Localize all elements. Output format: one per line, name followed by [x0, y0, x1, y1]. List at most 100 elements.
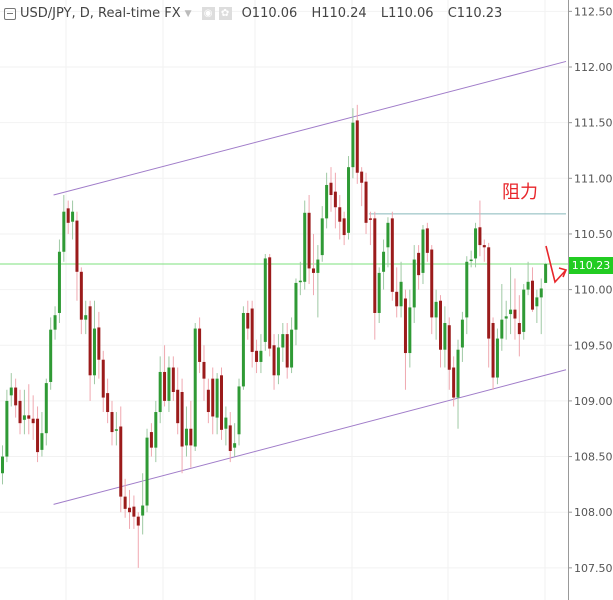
candle-body	[198, 328, 202, 362]
candle	[149, 423, 153, 457]
candle-body	[132, 506, 136, 517]
candle	[294, 278, 298, 346]
candle-body	[233, 443, 237, 448]
candle	[246, 300, 250, 340]
candle-body	[246, 312, 250, 329]
candle-body	[390, 218, 394, 292]
candle-body	[290, 329, 294, 368]
candle	[224, 406, 228, 446]
candle	[495, 328, 499, 385]
candle	[333, 172, 337, 229]
candle-body	[128, 507, 132, 513]
candle	[373, 211, 377, 340]
candle-body	[193, 328, 197, 447]
candle	[119, 406, 123, 513]
candle-body	[452, 367, 456, 398]
channel-upper-line	[53, 60, 567, 196]
candle-body	[1, 456, 4, 474]
candle-body	[110, 412, 114, 433]
candle-body	[114, 429, 118, 431]
candle	[5, 389, 9, 463]
candle	[141, 473, 145, 535]
candle-body	[443, 322, 447, 350]
candle	[509, 267, 513, 335]
candle	[281, 322, 285, 362]
candle-body	[14, 387, 18, 406]
candle	[403, 289, 407, 390]
candle-body	[75, 220, 79, 272]
candle	[355, 104, 359, 184]
candle-body	[535, 297, 539, 307]
candle	[250, 300, 254, 368]
candle-body	[474, 228, 478, 259]
close-value: C110.23	[447, 6, 503, 21]
candle	[377, 267, 381, 323]
last-price-label: 110.23	[569, 257, 613, 274]
candle-body	[184, 428, 188, 446]
candle	[79, 267, 83, 335]
candle-body	[154, 412, 158, 448]
candle	[88, 300, 92, 401]
candle	[320, 206, 324, 262]
candle	[237, 378, 241, 446]
candle	[71, 200, 75, 240]
eye-icon[interactable]: ◉	[201, 7, 215, 20]
price-axis-label: 110.50	[574, 228, 613, 241]
candle	[544, 262, 548, 283]
candle-body	[342, 218, 346, 236]
candle	[49, 317, 53, 390]
candle	[44, 378, 48, 446]
price-axis[interactable]: 112.50 112.00 111.50 111.00 110.50 110.00 109.…	[568, 0, 613, 600]
price-axis-label: 108.50	[574, 451, 613, 464]
candle	[535, 289, 539, 323]
candle	[390, 211, 394, 301]
candle-body	[316, 259, 320, 273]
price-axis-label: 108.00	[574, 506, 613, 519]
candle	[132, 495, 136, 529]
candle-body	[522, 289, 526, 332]
candle-body	[487, 247, 491, 339]
candle	[504, 300, 508, 340]
candle-body	[5, 400, 9, 457]
candle	[417, 245, 421, 290]
candle	[259, 334, 263, 374]
candle-body	[263, 258, 267, 342]
candle	[408, 289, 412, 368]
candle-body	[176, 389, 180, 424]
price-axis-background	[568, 0, 613, 600]
candle-body	[434, 301, 438, 318]
candle	[1, 445, 4, 485]
candle-body	[224, 417, 228, 429]
candle-body	[325, 184, 329, 219]
candle	[145, 428, 149, 513]
candle	[189, 400, 193, 468]
candle-body	[189, 428, 193, 446]
candle	[364, 172, 368, 234]
dropdown-caret-icon[interactable]: ▼	[184, 8, 192, 19]
candle-body	[71, 211, 75, 222]
candle-body	[360, 171, 364, 183]
candle	[220, 367, 223, 440]
candle-body	[469, 259, 473, 262]
symbol-title[interactable]: USD/JPY, D, Real-time FX	[20, 6, 181, 21]
candle-body	[386, 222, 390, 248]
candle-body	[180, 391, 184, 447]
candle-body	[509, 309, 513, 315]
candle	[412, 245, 416, 323]
candle-body	[421, 229, 425, 273]
candle	[368, 211, 372, 246]
candle	[171, 356, 175, 401]
candle-body	[447, 325, 451, 370]
price-axis-label: 109.00	[574, 395, 613, 408]
candle	[36, 406, 40, 463]
collapse-icon[interactable]	[4, 7, 16, 20]
candle-body	[22, 415, 26, 420]
candle	[9, 373, 13, 407]
gear-icon[interactable]: ✿	[218, 7, 232, 20]
candle-body	[250, 308, 254, 352]
candle-body	[40, 433, 44, 450]
candle-body	[97, 327, 101, 360]
candle-body	[351, 122, 355, 168]
candle	[101, 350, 105, 413]
